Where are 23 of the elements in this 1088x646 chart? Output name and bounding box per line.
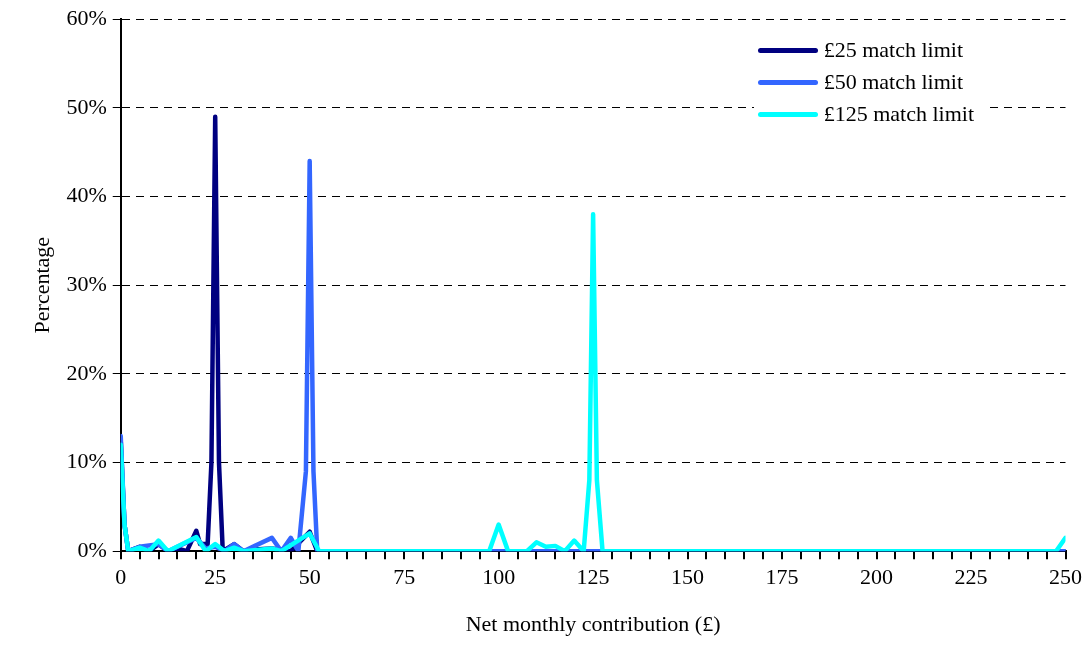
legend-label: £25 match limit (823, 37, 963, 63)
x-tick-label: 225 (954, 564, 988, 590)
legend-label: £125 match limit (823, 101, 974, 127)
y-tick-label: 50% (66, 93, 107, 119)
x-tick-label: 0 (115, 564, 127, 590)
legend-label: £50 match limit (823, 69, 963, 95)
y-tick-label: 10% (66, 448, 107, 474)
x-tick-label: 125 (576, 564, 610, 590)
x-tick-label: 100 (482, 564, 516, 590)
x-tick-label: 75 (393, 564, 416, 590)
x-tick-label: 200 (860, 564, 894, 590)
y-tick-label: 60% (66, 4, 107, 30)
x-tick-label: 150 (671, 564, 705, 590)
x-tick-label: 25 (204, 564, 227, 590)
x-tick-label: 175 (765, 564, 799, 590)
y-tick-label: 40% (66, 182, 107, 208)
y-tick-label: 20% (66, 359, 107, 385)
x-tick-label: 250 (1049, 564, 1082, 590)
y-tick-label: 30% (66, 270, 107, 296)
x-axis-title: Net monthly contribution (£) (465, 610, 721, 636)
y-axis-title: Percentage (28, 236, 54, 334)
x-tick-label: 50 (298, 564, 321, 590)
y-tick-label: 0% (77, 536, 107, 562)
